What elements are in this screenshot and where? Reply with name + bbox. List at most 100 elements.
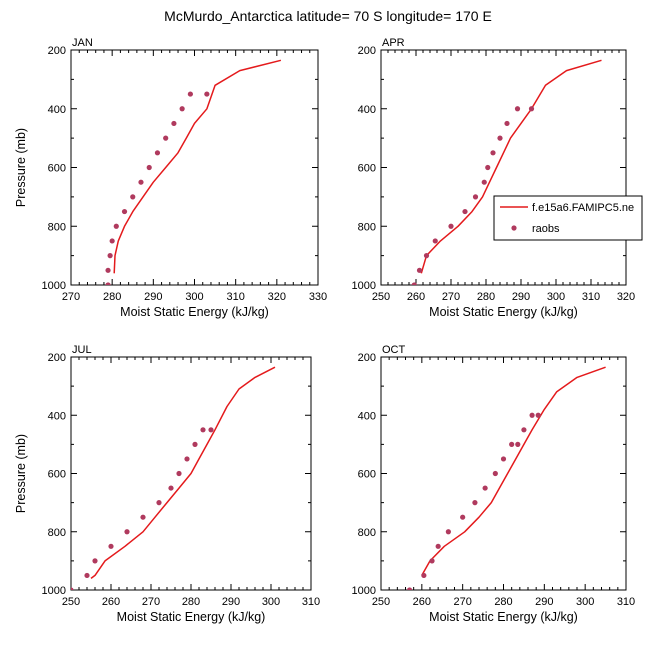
raobs-point	[497, 135, 503, 141]
raobs-point	[138, 179, 144, 185]
raobs-point	[107, 253, 113, 259]
raobs-point	[171, 120, 177, 127]
panel-jul: JUL 250 260 270 280 290 300 310 200 400 600 800 1000…	[14, 344, 320, 624]
y-tick-label: 400	[358, 104, 376, 116]
y-tick-label: 600	[358, 469, 376, 481]
raobs-point	[208, 427, 214, 433]
x-tick-label: 300	[576, 596, 594, 608]
y-tick-label: 400	[48, 104, 66, 116]
y-tick-label: 600	[48, 163, 66, 175]
plot-area	[411, 59, 602, 285]
panel-oct: OCT 250 260 270 280 290 300 310 200 400 600 800 1000…	[352, 344, 636, 624]
raobs-point	[485, 164, 491, 171]
raobs-point	[154, 150, 161, 156]
raobs-point	[421, 572, 427, 579]
raobs-point	[416, 267, 423, 273]
raobs-point	[514, 106, 521, 112]
x-tick-label: 270	[442, 291, 460, 303]
raobs-point	[509, 441, 515, 447]
raobs-point	[109, 238, 115, 244]
raobs-point	[528, 106, 535, 112]
raobs-point	[432, 238, 438, 244]
plot-area	[71, 366, 276, 590]
raobs-point	[482, 485, 488, 491]
legend-model-label: f.e15a6.FAMIPC5.ne	[532, 202, 634, 214]
raobs-point	[472, 500, 478, 506]
raobs-point	[481, 179, 487, 185]
panel-label: JUL	[72, 344, 92, 356]
x-tick-label: 250	[372, 596, 390, 608]
y-tick-label: 800	[358, 221, 376, 233]
x-tick-label: 260	[407, 291, 425, 303]
x-tick-label: 330	[309, 291, 327, 303]
x-tick-label: 280	[182, 596, 200, 608]
raobs-point	[472, 194, 479, 200]
x-tick-label: 320	[268, 291, 286, 303]
x-tick-label: 270	[142, 596, 160, 608]
raobs-point	[140, 514, 146, 520]
raobs-point	[492, 470, 498, 477]
model-profile-line	[421, 366, 606, 576]
plot-frame	[380, 356, 627, 591]
raobs-point	[529, 412, 535, 418]
raobs-point	[113, 223, 119, 229]
y-axis-label: Pressure (mb)	[14, 434, 28, 513]
plot-frame	[70, 49, 319, 286]
panel-label: JAN	[72, 37, 93, 49]
y-tick-label: 800	[48, 527, 66, 539]
raobs-point	[490, 150, 496, 156]
raobs-point	[130, 194, 136, 200]
x-axis-label: Moist Static Energy (kJ/kg)	[120, 305, 269, 319]
y-tick-label: 1000	[42, 280, 66, 292]
x-axis-label: Moist Static Energy (kJ/kg)	[429, 610, 578, 624]
raobs-point	[435, 543, 441, 549]
x-tick-label: 250	[372, 291, 390, 303]
raobs-point	[176, 470, 182, 477]
raobs-point	[163, 135, 169, 141]
x-tick-label: 290	[512, 291, 530, 303]
raobs-point	[179, 106, 185, 112]
x-tick-label: 270	[62, 291, 80, 303]
raobs-point	[204, 91, 210, 97]
legend-obs-marker	[511, 225, 517, 231]
x-tick-label: 300	[185, 291, 203, 303]
panels: JAN 270 280 290 300 310 320 330 200 400 600 800 1000…	[14, 37, 635, 624]
y-tick-label: 1000	[42, 585, 66, 597]
y-tick-label: 200	[48, 45, 66, 57]
y-tick-label: 200	[358, 352, 376, 364]
y-tick-label: 200	[48, 352, 66, 364]
x-tick-label: 310	[617, 596, 635, 608]
y-tick-label: 1000	[352, 585, 376, 597]
x-tick-label: 300	[262, 596, 280, 608]
raobs-point	[521, 427, 527, 433]
raobs-point	[406, 587, 413, 590]
raobs-point	[423, 253, 430, 259]
y-axis-label: Pressure (mb)	[14, 128, 28, 207]
y-tick-label: 600	[358, 163, 376, 175]
raobs-point	[168, 485, 174, 491]
x-tick-label: 300	[547, 291, 565, 303]
x-tick-label: 290	[535, 596, 553, 608]
y-tick-label: 800	[48, 221, 66, 233]
x-tick-label: 260	[102, 596, 120, 608]
raobs-point	[200, 427, 206, 433]
x-tick-label: 310	[226, 291, 244, 303]
x-tick-label: 280	[477, 291, 495, 303]
raobs-point	[105, 267, 111, 273]
model-profile-line	[420, 59, 602, 274]
raobs-point	[124, 529, 130, 535]
raobs-point	[71, 587, 74, 590]
legend: f.e15a6.FAMIPC5.ne raobs	[493, 195, 643, 241]
raobs-point	[184, 456, 190, 462]
x-tick-label: 310	[302, 596, 320, 608]
x-tick-label: 270	[453, 596, 471, 608]
x-tick-label: 260	[413, 596, 431, 608]
raobs-point	[146, 164, 152, 171]
raobs-point	[108, 543, 114, 549]
raobs-point	[515, 441, 521, 447]
x-tick-label: 280	[494, 596, 512, 608]
y-tick-label: 400	[358, 410, 376, 422]
raobs-point	[121, 208, 128, 215]
x-tick-label: 250	[62, 596, 80, 608]
